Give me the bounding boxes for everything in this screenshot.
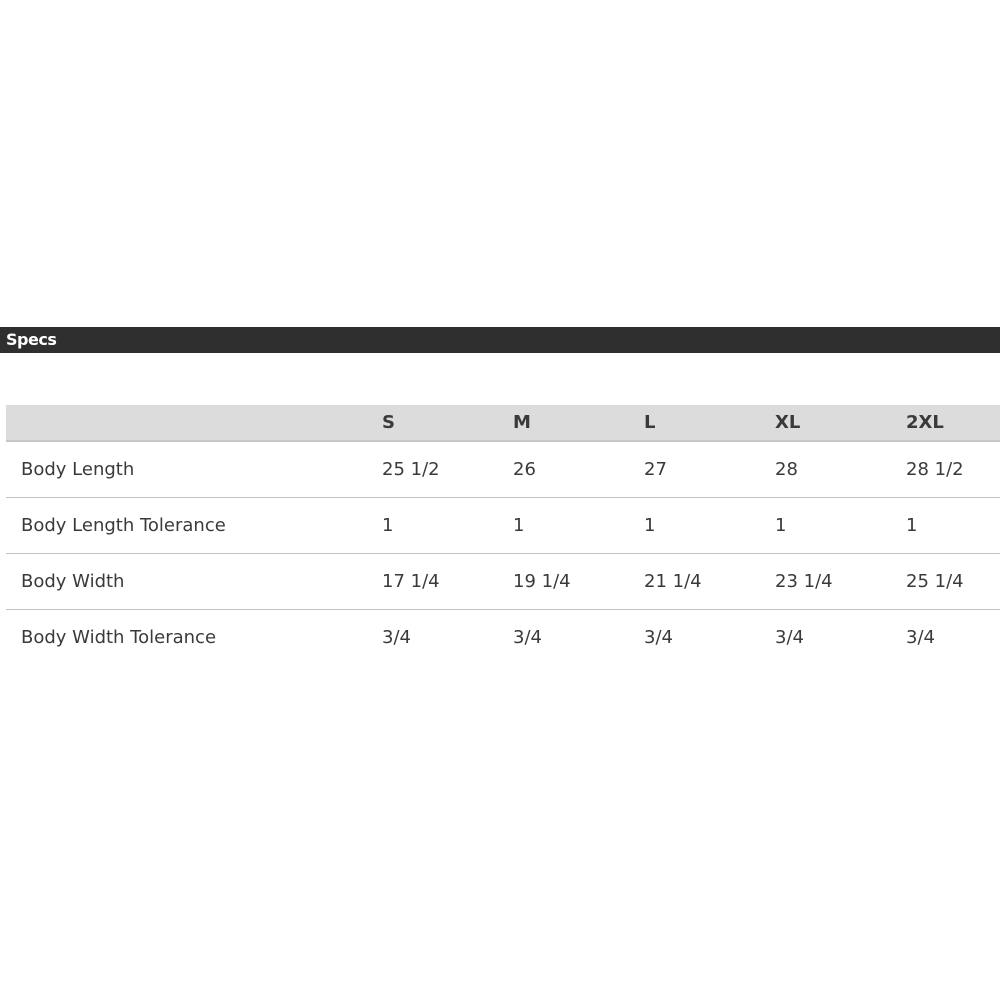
section-header-bar: Specs	[0, 327, 1000, 353]
table-header-row: S M L XL 2XL	[6, 405, 1000, 441]
cell-value: 21 1/4	[644, 570, 702, 592]
column-header-s: S	[382, 412, 395, 433]
column-header-blank	[6, 405, 382, 441]
cell-value: 3/4	[644, 626, 673, 648]
cell-value: 27	[644, 458, 667, 480]
cell-value: 28 1/2	[906, 458, 964, 480]
cell-value: 28	[775, 458, 798, 480]
cell-value: 3/4	[906, 626, 935, 648]
column-header-xl: XL	[775, 412, 801, 433]
column-header-l: L	[644, 412, 656, 433]
row-label: Body Length	[21, 458, 135, 480]
cell-value: 25 1/2	[382, 458, 440, 480]
column-header-m: M	[513, 412, 531, 433]
cell-value: 1	[644, 514, 656, 536]
cell-value: 3/4	[513, 626, 542, 648]
cell-value: 26	[513, 458, 536, 480]
size-spec-table: S M L XL 2XL Body Length 25 1/2 26 27 28 28 1…	[6, 405, 1000, 665]
table-row: Body Length 25 1/2 26 27 28 28 1/2	[6, 441, 1000, 497]
table-row: Body Width Tolerance 3/4 3/4 3/4 3/4 3/4	[6, 609, 1000, 665]
cell-value: 1	[513, 514, 525, 536]
column-header-2xl: 2XL	[906, 412, 944, 433]
row-label: Body Width	[21, 570, 125, 592]
cell-value: 1	[906, 514, 918, 536]
table-row: Body Width 17 1/4 19 1/4 21 1/4 23 1/4 25 1/4	[6, 553, 1000, 609]
cell-value: 25 1/4	[906, 570, 964, 592]
section-title: Specs	[6, 330, 57, 349]
cell-value: 23 1/4	[775, 570, 833, 592]
row-label: Body Length Tolerance	[21, 514, 226, 536]
cell-value: 1	[382, 514, 394, 536]
cell-value: 19 1/4	[513, 570, 571, 592]
cell-value: 17 1/4	[382, 570, 440, 592]
row-label: Body Width Tolerance	[21, 626, 217, 648]
cell-value: 3/4	[775, 626, 804, 648]
cell-value: 1	[775, 514, 787, 536]
cell-value: 3/4	[382, 626, 411, 648]
table-row: Body Length Tolerance 1 1 1 1 1	[6, 497, 1000, 553]
